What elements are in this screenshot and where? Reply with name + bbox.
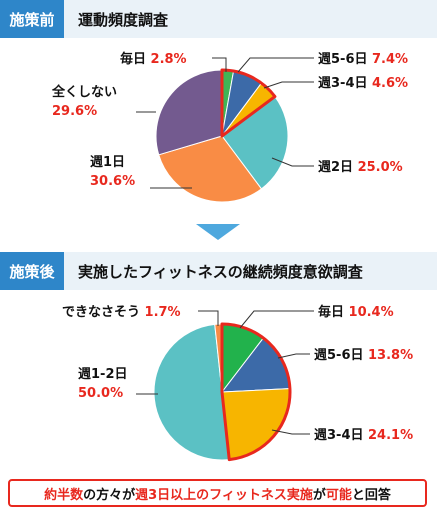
conclusion-callout: 約半数 の方々が 週3日以上のフィットネス実施が可能 と回答 xyxy=(8,479,427,507)
down-arrow-icon xyxy=(196,224,240,240)
section-header-after: 施策後 実施したフィットネスの継続頻度意欲調査 xyxy=(0,252,437,290)
after-slice-3-4-days xyxy=(221,388,291,461)
after-label-5-6-days: 週5-6日 13.8% xyxy=(314,348,413,363)
section-header-before: 施策前 運動頻度調査 xyxy=(0,0,437,38)
after-slice-1-2-days xyxy=(153,323,230,461)
before-leader-line-3-4-days xyxy=(263,81,314,89)
section-tag-after: 施策後 xyxy=(0,252,64,290)
before-label-daily: 毎日 2.8% xyxy=(120,51,187,67)
after-label-1-2-days: 週1-2日 50.0% xyxy=(78,367,128,401)
before-leader-line-5-6-days xyxy=(237,57,314,73)
before-label-1-day: 週1日 30.6% xyxy=(90,155,135,189)
after-label-daily: 毎日 10.4% xyxy=(318,304,394,320)
chart-title-after: 実施したフィットネスの継続頻度意欲調査 xyxy=(78,262,363,281)
before-label-3-4-days: 週3-4日 4.6% xyxy=(318,76,408,91)
after-label-3-4-days: 週3-4日 24.1% xyxy=(314,428,413,443)
after-leader-line-unlikely xyxy=(198,310,219,326)
before-slice-1-day xyxy=(158,135,263,203)
before-leader-line-2-days xyxy=(271,157,314,167)
before-label-never: 全くしない 29.6% xyxy=(51,84,117,119)
pie-chart-after: 毎日 10.4% 週5-6日 13.8% 週3-4日 24.1% 週1-2日 50.0%… xyxy=(62,304,413,462)
callout-part-5: 可能 xyxy=(325,487,352,503)
pie-chart-before: 毎日 2.8% 週5-6日 7.4% 週3-4日 4.6% 週2日 25.0% 週1日 3… xyxy=(51,51,408,203)
callout-part-6: と回答 xyxy=(351,487,391,503)
before-label-2-days: 週2日 25.0% xyxy=(318,160,403,175)
callout-part-3: 週3日以上のフィットネス実施 xyxy=(135,487,313,503)
after-label-unlikely: できなさそう 1.7% xyxy=(62,305,181,320)
before-label-5-6-days: 週5-6日 7.4% xyxy=(318,52,408,67)
after-leader-line-daily xyxy=(239,310,314,329)
before-slice-2-days xyxy=(221,95,289,190)
after-highlight-outline xyxy=(220,322,292,462)
before-leader-line-daily xyxy=(212,57,227,72)
chart-title-before: 運動頻度調査 xyxy=(78,10,169,29)
after-leader-line-5-6-days xyxy=(277,353,310,359)
before-highlight-outline xyxy=(220,68,277,138)
before-slice-never xyxy=(155,69,223,156)
callout-part-1: 約半数 xyxy=(44,487,84,503)
section-tag-before: 施策前 xyxy=(0,0,64,38)
callout-part-2: の方々が xyxy=(83,487,136,503)
callout-part-4: が xyxy=(312,487,326,503)
after-leader-line-3-4-days xyxy=(271,429,310,435)
